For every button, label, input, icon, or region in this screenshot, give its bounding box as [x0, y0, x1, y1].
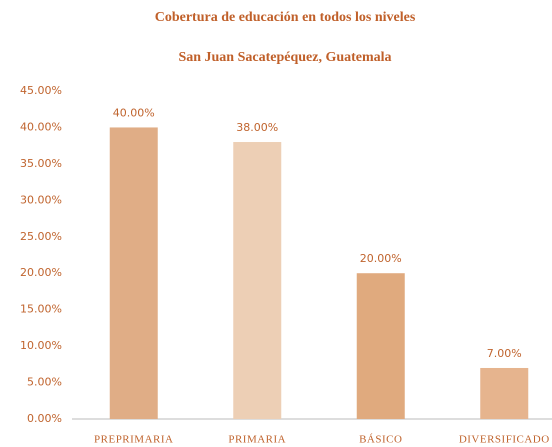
chart-title: Cobertura de educación en todos los nive…	[155, 10, 416, 25]
value-label: 40.00%	[113, 106, 155, 119]
y-tick-label: 15.00%	[20, 303, 62, 316]
value-label: 38.00%	[236, 121, 278, 134]
chart-subtitle: San Juan Sacatepéquez, Guatemala	[178, 50, 391, 65]
y-tick-label: 20.00%	[20, 266, 62, 279]
y-tick-label: 10.00%	[20, 339, 62, 352]
y-tick-label: 0.00%	[27, 412, 62, 425]
x-tick-label: BÁSICO	[359, 434, 402, 446]
y-tick-label: 30.00%	[20, 193, 62, 206]
y-tick-label: 40.00%	[20, 120, 62, 133]
bar	[356, 273, 405, 419]
y-tick-label: 35.00%	[20, 157, 62, 170]
value-label: 20.00%	[360, 252, 402, 265]
x-tick-label: PRIMARIA	[228, 434, 286, 446]
y-tick-label: 45.00%	[20, 84, 62, 97]
bar	[109, 127, 158, 419]
bar	[233, 142, 282, 419]
x-tick-label: PREPRIMARIA	[94, 434, 173, 446]
bar	[480, 367, 529, 419]
y-tick-label: 25.00%	[20, 230, 62, 243]
x-tick-label: DIVERSIFICADO	[459, 434, 550, 446]
y-tick-label: 5.00%	[27, 376, 62, 389]
value-label: 7.00%	[487, 347, 522, 360]
